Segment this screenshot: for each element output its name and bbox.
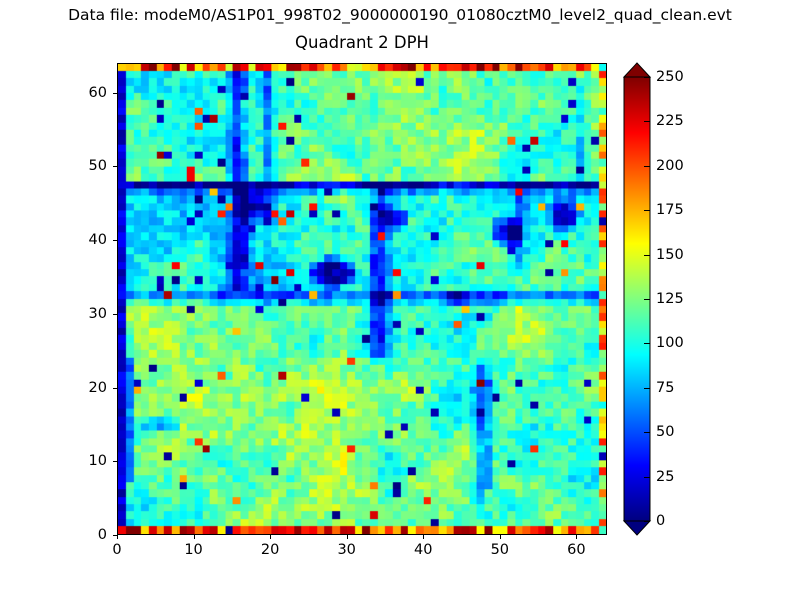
data-file-label: Data file: modeM0/AS1P01_998T02_90000001… xyxy=(68,6,732,24)
plot-title: Quadrant 2 DPH xyxy=(295,33,429,52)
x-tick-label: 50 xyxy=(490,542,510,558)
x-tickmark xyxy=(346,535,348,539)
y-tick-label: 30 xyxy=(88,305,107,322)
x-tick-label: 0 xyxy=(112,542,122,558)
y-tickmark xyxy=(113,92,117,94)
x-tick-label: 20 xyxy=(260,542,280,558)
colorbar-under-arrow xyxy=(622,520,652,536)
colorbar-tickmark xyxy=(644,121,650,123)
colorbar-tick-label: 25 xyxy=(656,468,675,485)
y-tick-label: 10 xyxy=(88,453,107,470)
x-tickmark xyxy=(576,535,578,539)
y-tickmark xyxy=(113,535,117,536)
y-tickmark xyxy=(113,387,117,389)
y-tickmark xyxy=(113,313,117,315)
x-tickmark xyxy=(270,535,272,539)
colorbar-tick-label: 50 xyxy=(656,424,675,441)
x-tick-label: 10 xyxy=(184,542,203,558)
x-tick-label: 60 xyxy=(567,542,586,558)
y-tick-label: 40 xyxy=(88,232,107,248)
y-tick-label: 60 xyxy=(88,84,107,101)
colorbar-tick-label: 0 xyxy=(656,513,666,529)
colorbar-tickmark xyxy=(644,521,650,522)
x-tick-label: 30 xyxy=(337,542,356,558)
colorbar-tick-label: 125 xyxy=(656,291,684,307)
x-tickmark xyxy=(423,535,425,539)
colorbar-tickmark xyxy=(644,299,650,300)
heatmap-axes[interactable] xyxy=(117,63,607,535)
x-tick-label: 40 xyxy=(414,542,433,558)
colorbar[interactable]: 0 25 50 75 100 125 150 175 200 225 250 xyxy=(622,62,684,536)
colorbar-tickmark xyxy=(644,387,650,389)
colorbar-tickmark xyxy=(644,210,650,212)
colorbar-tick-label: 100 xyxy=(656,335,684,352)
y-tick-label: 50 xyxy=(88,158,107,175)
x-tickmark xyxy=(499,535,501,539)
y-tick-label: 0 xyxy=(97,527,107,543)
colorbar-tick-label: 75 xyxy=(656,379,675,396)
y-tick-label: 20 xyxy=(88,379,107,396)
colorbar-tick-label: 175 xyxy=(656,202,684,219)
colorbar-tickmark xyxy=(644,254,650,256)
y-tickmark xyxy=(113,166,117,168)
y-tickmark xyxy=(113,461,117,463)
y-tickmark xyxy=(113,240,117,241)
colorbar-tickmark xyxy=(644,165,650,167)
colorbar-tickmark xyxy=(644,343,650,345)
colorbar-tick-label: 150 xyxy=(656,246,684,263)
x-tickmark xyxy=(193,535,195,539)
colorbar-over-arrow xyxy=(622,62,652,78)
x-tickmark xyxy=(117,535,118,539)
dph-heatmap-image[interactable] xyxy=(118,64,606,534)
colorbar-tick-label: 225 xyxy=(656,113,684,130)
colorbar-tickmark xyxy=(644,476,650,478)
colorbar-tickmark xyxy=(644,77,650,78)
colorbar-tickmark xyxy=(644,432,650,434)
colorbar-tick-label: 200 xyxy=(656,157,684,174)
colorbar-tick-label: 250 xyxy=(656,69,684,85)
